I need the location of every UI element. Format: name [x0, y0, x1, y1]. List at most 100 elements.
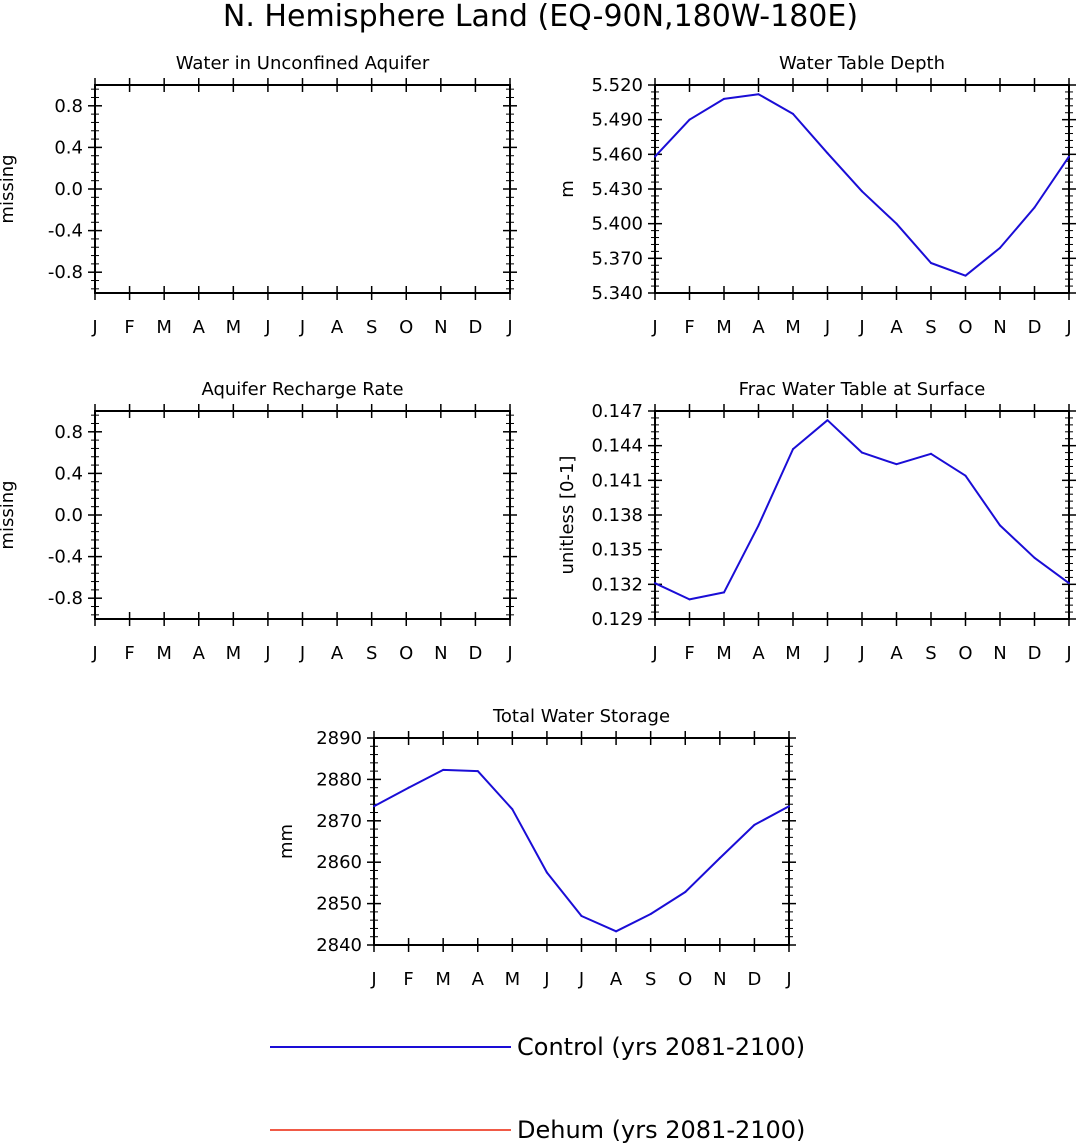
- data-point-a-7: [615, 930, 618, 933]
- y-tick-label: 0.138: [591, 505, 643, 526]
- x-tick-label: J: [299, 317, 305, 338]
- x-tick-label: D: [1028, 643, 1042, 664]
- y-tick-label: 0.129: [591, 609, 643, 630]
- y-tick-label: 0.147: [591, 401, 643, 422]
- data-point-o-9: [964, 274, 967, 277]
- y-tick-label: 0.8: [54, 96, 83, 117]
- x-tick-label: J: [370, 969, 376, 990]
- x-tick-label: J: [824, 317, 830, 338]
- x-tick-label: J: [578, 969, 584, 990]
- y-axis: 5.340 5.370 5.400 5.430 5.460 5.490 5.520: [591, 75, 1076, 304]
- panel-total-water-storage: Total Water Storage mm 2840 2850 2860 2870 288…: [276, 706, 796, 990]
- x-tick-label: J: [91, 643, 97, 664]
- y-tick-label: -0.8: [48, 588, 83, 609]
- data-point-j-6: [861, 451, 863, 454]
- chart-title: Water Table Depth: [779, 53, 945, 74]
- panel-unconfined-aquifer: Water in Unconfined Aquifermissing-0.8-0…: [0, 53, 517, 338]
- x-tick-label: A: [890, 317, 903, 338]
- y-tick-label: -0.4: [48, 547, 83, 568]
- data-point-f-1: [688, 598, 691, 601]
- x-tick-label: J: [543, 969, 549, 990]
- x-tick-label: F: [684, 317, 694, 338]
- x-tick-label: M: [435, 969, 451, 990]
- x-tick-label: F: [124, 643, 134, 664]
- data-point-s-8: [930, 261, 932, 264]
- x-tick-label: J: [651, 317, 657, 338]
- data-point-j-5: [826, 419, 829, 422]
- x-tick-label: D: [468, 643, 482, 664]
- x-tick-label: J: [264, 317, 270, 338]
- data-point-j-5: [826, 152, 829, 155]
- x-tick-label: J: [824, 643, 830, 664]
- y-tick-label: -0.4: [48, 221, 83, 242]
- chart-title: Total Water Storage: [492, 706, 670, 727]
- x-tick-label: S: [925, 643, 936, 664]
- x-tick-label: F: [403, 969, 413, 990]
- data-point-j-0: [654, 582, 656, 585]
- y-tick-label: -0.8: [48, 262, 83, 283]
- x-tick-label: M: [156, 643, 172, 664]
- x-tick-label: M: [785, 317, 801, 338]
- x-tick-label: A: [193, 643, 206, 664]
- data-point-s-8: [930, 452, 932, 455]
- x-tick-label: N: [713, 969, 726, 990]
- x-tick-label: A: [890, 643, 903, 664]
- x-tick-label: A: [193, 317, 206, 338]
- x-tick-label: N: [993, 317, 1006, 338]
- x-tick-label: N: [993, 643, 1006, 664]
- legend-label-control: Control (yrs 2081-2100): [517, 1033, 806, 1061]
- x-tick-label: J: [785, 969, 791, 990]
- chart-title: Frac Water Table at Surface: [739, 379, 986, 400]
- y-tick-label: 2890: [316, 728, 362, 749]
- x-tick-label: S: [925, 317, 936, 338]
- x-tick-label: A: [610, 969, 623, 990]
- legend-line-control: [270, 1046, 511, 1048]
- x-tick-label: J: [506, 643, 512, 664]
- data-point-m-2: [723, 97, 725, 100]
- y-tick-label: 0.0: [54, 179, 83, 200]
- y-tick-label: 2840: [316, 935, 362, 956]
- x-tick-label: J: [91, 317, 97, 338]
- data-point-j-6: [861, 190, 863, 193]
- data-point-d-11: [753, 823, 756, 826]
- data-point-m-4: [792, 112, 794, 115]
- legend-label-dehum: Dehum (yrs 2081-2100): [517, 1116, 806, 1144]
- plot-frame: [654, 84, 1070, 294]
- x-tick-label: D: [468, 317, 482, 338]
- x-tick-label: F: [124, 317, 134, 338]
- x-tick-label: A: [752, 317, 765, 338]
- y-tick-label: 2870: [316, 811, 362, 832]
- plot-frame: [94, 84, 511, 294]
- data-point-s-8: [649, 912, 652, 915]
- y-tick-label: 0.0: [54, 505, 83, 526]
- x-tick-label: M: [156, 317, 172, 338]
- chart-title: Water in Unconfined Aquifer: [176, 53, 430, 74]
- x-tick-label: O: [958, 317, 972, 338]
- data-point-f-1: [407, 786, 410, 789]
- y-tick-label: 5.340: [591, 283, 643, 304]
- plot-frame: [373, 737, 790, 946]
- data-point-n-10: [999, 246, 1001, 249]
- x-tick-label: J: [506, 317, 512, 338]
- x-tick-label: O: [399, 317, 413, 338]
- x-tick-label: M: [785, 643, 801, 664]
- y-tick-label: 5.460: [591, 144, 643, 165]
- data-point-a-7: [895, 222, 898, 225]
- y-axis: -0.8 -0.4 0.0 0.4 0.8: [48, 88, 517, 290]
- x-tick-label: D: [747, 969, 761, 990]
- x-tick-label: S: [645, 969, 656, 990]
- data-point-j-12: [788, 805, 790, 808]
- data-point-a-3: [476, 770, 479, 773]
- x-tick-label: O: [399, 643, 413, 664]
- x-tick-label: M: [716, 643, 732, 664]
- y-axis-label: missing: [0, 480, 18, 549]
- chart-title: Aquifer Recharge Rate: [201, 379, 403, 400]
- panel-aquifer-recharge: Aquifer Recharge Rate missing -0.8 -0.4 0.0 0…: [0, 379, 517, 664]
- x-tick-label: M: [226, 643, 242, 664]
- y-tick-label: 0.144: [591, 436, 643, 457]
